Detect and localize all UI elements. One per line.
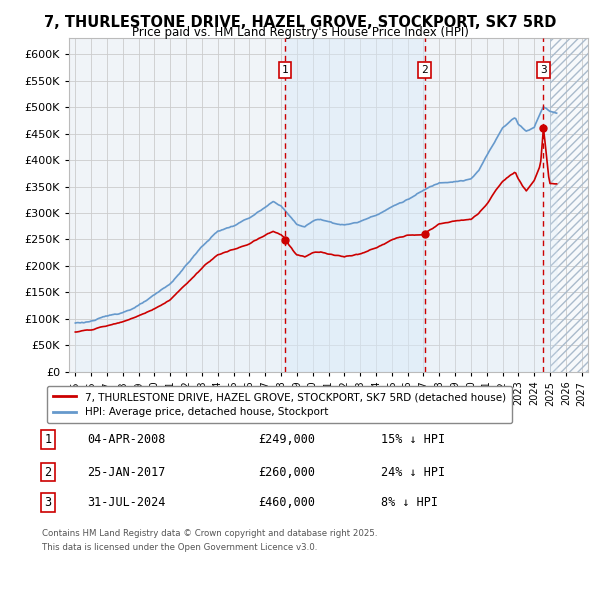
- Text: 8% ↓ HPI: 8% ↓ HPI: [381, 496, 438, 509]
- Text: 1: 1: [44, 433, 52, 446]
- Text: 24% ↓ HPI: 24% ↓ HPI: [381, 466, 445, 478]
- Text: 25-JAN-2017: 25-JAN-2017: [87, 466, 166, 478]
- Text: 04-APR-2008: 04-APR-2008: [87, 433, 166, 446]
- Text: 3: 3: [540, 65, 547, 75]
- Text: 1: 1: [281, 65, 289, 75]
- Bar: [285, 38, 425, 372]
- Text: £249,000: £249,000: [258, 433, 315, 446]
- Text: 2: 2: [44, 466, 52, 478]
- Text: This data is licensed under the Open Government Licence v3.0.: This data is licensed under the Open Gov…: [42, 543, 317, 552]
- Text: £260,000: £260,000: [258, 466, 315, 478]
- Text: Price paid vs. HM Land Registry's House Price Index (HPI): Price paid vs. HM Land Registry's House …: [131, 26, 469, 39]
- Text: 7, THURLESTONE DRIVE, HAZEL GROVE, STOCKPORT, SK7 5RD: 7, THURLESTONE DRIVE, HAZEL GROVE, STOCK…: [44, 15, 556, 30]
- Text: 3: 3: [44, 496, 52, 509]
- Text: Contains HM Land Registry data © Crown copyright and database right 2025.: Contains HM Land Registry data © Crown c…: [42, 529, 377, 539]
- Text: 31-JUL-2024: 31-JUL-2024: [87, 496, 166, 509]
- Legend: 7, THURLESTONE DRIVE, HAZEL GROVE, STOCKPORT, SK7 5RD (detached house), HPI: Ave: 7, THURLESTONE DRIVE, HAZEL GROVE, STOCK…: [47, 386, 512, 424]
- Text: £460,000: £460,000: [258, 496, 315, 509]
- Text: 15% ↓ HPI: 15% ↓ HPI: [381, 433, 445, 446]
- Text: 2: 2: [421, 65, 428, 75]
- Bar: [550, 38, 588, 372]
